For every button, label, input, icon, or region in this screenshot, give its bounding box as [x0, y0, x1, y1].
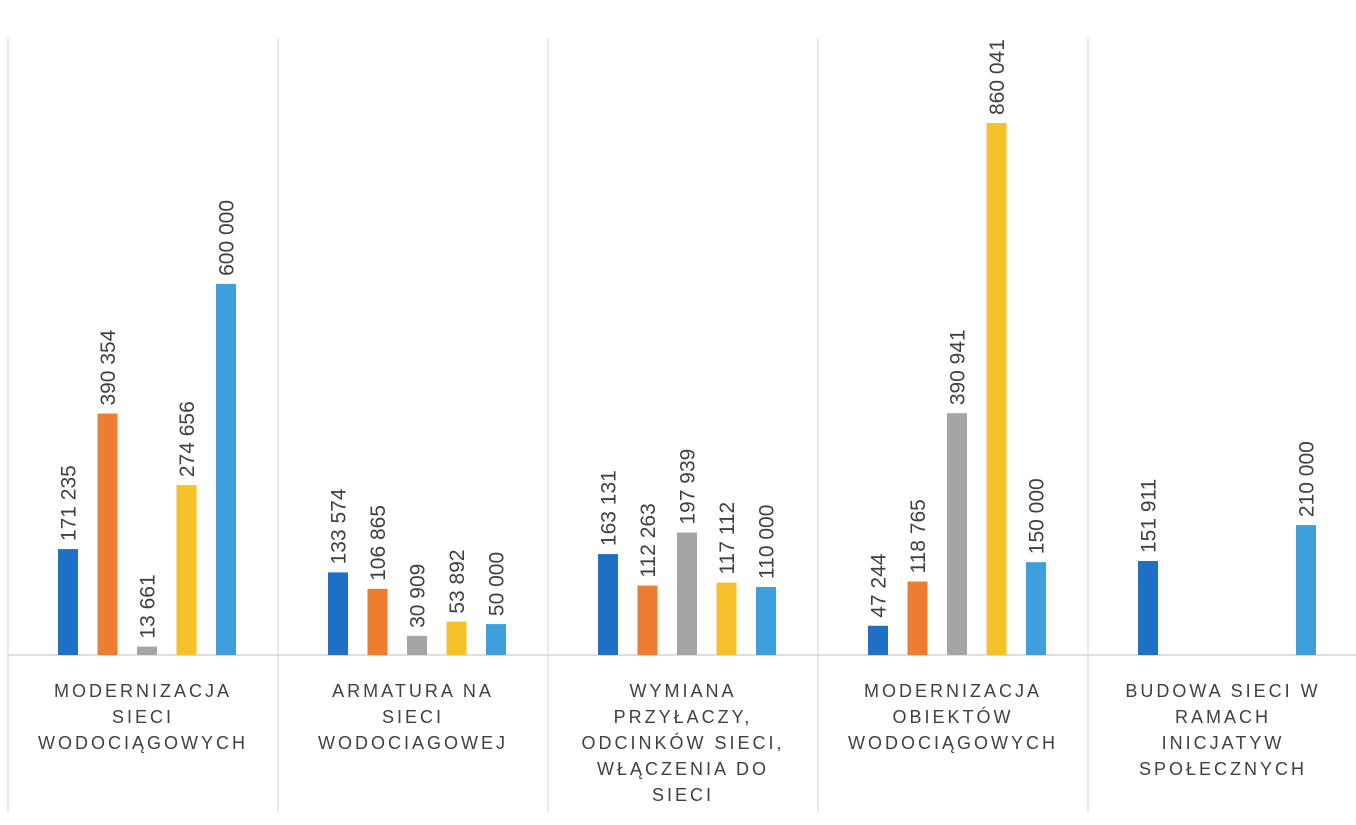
data-label: 163 131 [598, 470, 621, 546]
category-label: SIECI [652, 785, 714, 805]
category-label: INICJATYW [1162, 733, 1285, 753]
bar [598, 554, 618, 655]
data-label: 390 354 [97, 329, 120, 405]
data-label: 210 000 [1296, 441, 1319, 517]
data-label: 171 235 [58, 465, 81, 541]
category-label: SIECI [112, 707, 174, 727]
category-label: ARMATURA NA [332, 681, 494, 701]
category-label: ODCINKÓW SIECI, [581, 732, 784, 753]
bar [1138, 561, 1158, 655]
data-label: 150 000 [1026, 478, 1049, 554]
data-label: 110 000 [756, 505, 779, 579]
data-label: 47 244 [868, 553, 891, 618]
data-label: 50 000 [486, 552, 509, 616]
data-label: 274 656 [176, 401, 199, 477]
data-label: 118 765 [907, 499, 930, 573]
category-label: MODERNIZACJA [864, 681, 1042, 701]
data-label: 860 041 [986, 39, 1009, 115]
category-label: BUDOWA SIECI W [1125, 681, 1320, 701]
bar [137, 646, 157, 655]
bar [756, 586, 776, 655]
bar [716, 582, 737, 655]
bar [216, 283, 236, 655]
category-label: SIECI [382, 707, 444, 727]
data-label: 30 909 [407, 564, 430, 628]
bar [486, 624, 506, 655]
data-label: 197 939 [677, 449, 700, 525]
bar [328, 572, 348, 655]
bar [868, 625, 888, 655]
data-label: 600 000 [216, 200, 239, 276]
category-label: MODERNIZACJA [54, 681, 232, 701]
bar [1026, 562, 1046, 655]
bar [986, 123, 1007, 655]
bar [176, 485, 197, 655]
data-label: 106 865 [367, 505, 390, 581]
data-label: 112 263 [637, 503, 660, 577]
category-label: SPOŁECZNYCH [1139, 759, 1307, 779]
category-label: OBIEKTÓW [892, 706, 1013, 727]
bar [677, 532, 697, 655]
category-label: WODOCIĄGOWYCH [848, 733, 1058, 753]
data-label: 13 661 [137, 574, 160, 638]
bar [907, 581, 928, 655]
bar [97, 413, 118, 655]
bar [446, 621, 467, 655]
data-label: 133 574 [328, 488, 351, 564]
data-label: 117 112 [716, 502, 739, 575]
category-label: WODOCIĄGOWYCH [38, 733, 248, 753]
bar [1296, 525, 1316, 655]
category-label: WŁĄCZENIA DO [597, 759, 769, 779]
category-label: PRZYŁACZY, [614, 707, 753, 727]
bar [947, 413, 967, 655]
category-label: WYMIANA [629, 681, 736, 701]
bar [407, 635, 427, 655]
category-label: RAMACH [1175, 707, 1271, 727]
data-label: 53 892 [446, 549, 469, 613]
bar [58, 549, 78, 655]
category-label: WODOCIAGOWEJ [318, 733, 508, 753]
data-label: 151 911 [1138, 479, 1161, 553]
data-label: 390 941 [947, 329, 970, 405]
bar [367, 588, 388, 655]
bar [637, 585, 658, 655]
